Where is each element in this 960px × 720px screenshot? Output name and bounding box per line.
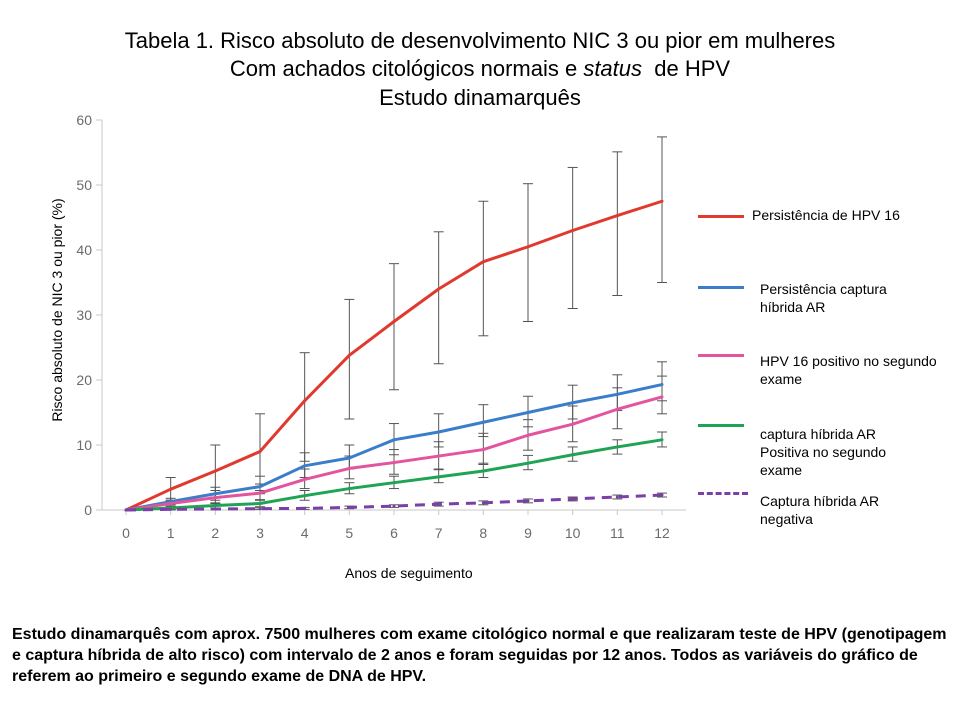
data-point-2 [213,496,217,500]
x-tick-label: 10 [565,525,581,541]
data-point-4 [347,505,351,509]
data-point-3 [660,438,664,442]
data-point-4 [124,508,128,512]
data-point-0 [437,287,441,291]
data-point-0 [169,487,173,491]
y-tick-label: 0 [84,502,92,518]
data-point-0 [615,214,619,218]
data-point-3 [481,469,485,473]
data-point-4 [571,497,575,501]
data-point-0 [571,229,575,232]
data-point-4 [615,495,619,499]
chart-title-line-1: Tabela 1. Risco absoluto de desenvolvime… [124,28,836,53]
data-point-2 [481,448,485,452]
data-point-1 [437,430,441,434]
data-point-3 [615,445,619,449]
legend-label-hybrid-capture-negative: Captura híbrida AR negativa [760,493,880,527]
data-point-2 [258,491,262,495]
data-point-1 [481,420,485,424]
x-tick-label: 8 [479,525,487,541]
x-tick-label: 7 [435,525,443,541]
data-point-2 [615,407,619,411]
title-line-2-end: de HPV [642,56,731,81]
footnote: Estudo dinamarquês com aprox. 7500 mulhe… [12,626,947,685]
y-tick-label: 50 [76,177,92,193]
data-point-4 [392,504,396,508]
legend-swatch-hybrid-capture-persistence [698,286,744,289]
data-point-0 [258,450,262,453]
data-point-1 [347,456,351,460]
y-tick-label: 20 [76,372,92,388]
chart-title-line-3: Estudo dinamarquês [379,85,581,110]
data-point-1 [615,392,619,396]
x-tick-label: 2 [211,525,219,541]
legend-swatch-hpv16-second-exam [698,354,744,357]
x-tick-label: 6 [390,525,398,541]
y-tick-label: 30 [76,307,92,323]
data-point-0 [660,199,664,203]
x-tick-label: 11 [610,525,625,541]
y-tick-label: 40 [76,242,92,258]
y-tick-label: 10 [76,437,92,453]
x-tick-label: 1 [167,525,175,541]
legend-swatch-hybrid-capture-second-exam [698,424,744,427]
data-point-2 [392,461,396,465]
data-point-2 [526,433,530,437]
data-point-4 [258,507,262,511]
data-point-1 [392,438,396,442]
data-point-1 [213,492,217,496]
data-point-2 [660,395,664,399]
data-point-3 [392,481,396,485]
data-point-3 [437,475,441,479]
x-axis-label: Anos de seguimento [345,565,473,581]
x-tick-label: 4 [301,525,309,541]
data-point-0 [347,353,351,357]
legend-label-hpv16-persistence: Persistência de HPV 16 [752,207,900,223]
title-line-2-italic: status [583,56,643,81]
x-tick-label: 12 [654,525,670,541]
data-point-4 [169,507,173,511]
x-tick-label: 9 [524,525,532,541]
data-point-2 [571,422,575,426]
data-point-3 [571,453,575,457]
data-point-1 [571,401,575,405]
legend-label-hybrid-capture-persistence: Persistência captura híbrida AR [760,281,887,315]
data-point-3 [526,461,530,465]
x-tick-label: 0 [122,525,130,541]
data-point-0 [392,320,396,323]
y-axis-label: Risco absoluto de NIC 3 ou pior (%) [49,198,65,422]
legend-label-hpv16-second-exam: HPV 16 positivo no segundo exame [760,353,937,387]
data-point-3 [347,487,351,491]
data-point-1 [660,383,664,387]
legend-swatch-hpv16-persistence [698,215,744,218]
data-point-2 [347,466,351,470]
data-point-4 [526,499,530,503]
x-tick-label: 5 [345,525,353,541]
data-point-2 [169,502,173,505]
title-line-2-start: Com achados citológicos normais e [229,56,584,81]
data-point-4 [213,507,217,511]
data-point-0 [213,469,217,473]
data-point-4 [660,493,664,497]
data-point-4 [437,502,441,506]
legend-swatch-hybrid-capture-negative [698,492,748,495]
data-point-0 [481,260,485,264]
data-point-4 [481,501,485,505]
data-point-1 [526,411,530,414]
data-point-3 [213,503,217,507]
data-point-2 [437,454,441,458]
y-tick-label: 60 [76,112,92,128]
data-point-3 [258,502,262,505]
chart-title-line-2: Com achados citológicos normais e status… [0,55,960,83]
data-point-4 [303,506,307,510]
data-point-0 [303,399,307,403]
x-tick-label: 3 [256,525,264,541]
legend-label-hybrid-capture-second-exam: captura híbrida AR Positiva no segundo e… [760,426,887,478]
data-point-3 [303,494,307,498]
data-point-2 [303,477,307,481]
data-point-1 [258,485,262,489]
data-point-1 [303,464,307,468]
data-point-0 [526,245,530,249]
